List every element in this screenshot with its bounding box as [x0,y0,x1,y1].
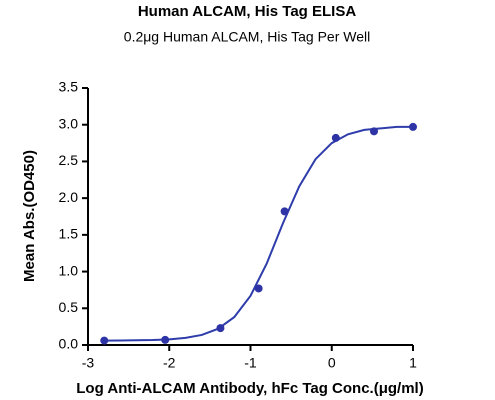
x-tick-label: -2 [163,355,176,371]
y-tick-label: 3.0 [59,115,79,131]
fit-curve [104,125,413,342]
y-tick-label: 1.0 [59,262,79,278]
y-tick-label: 2.0 [59,189,79,205]
chart-subtitle: 0.2μg Human ALCAM, His Tag Per Well [124,29,370,45]
data-point [280,207,289,216]
x-tick-label: 0 [328,355,336,371]
y-tick-label: 2.5 [59,152,79,168]
x-tick-label: 1 [409,355,417,371]
data-point [161,335,170,344]
chart-title: Human ALCAM, His Tag ELISA [138,3,357,20]
x-axis-label: Log Anti-ALCAM Antibody, hFc Tag Conc.(μ… [76,380,423,397]
data-point [100,336,109,345]
y-tick-label: 1.5 [59,226,79,242]
y-tick-label: 0.5 [59,299,79,315]
data-point [331,133,340,142]
data-point [254,284,263,293]
data-point [370,127,378,136]
data-point [409,122,417,131]
y-tick-label: 3.5 [59,79,79,95]
x-tick-label: -1 [244,355,257,371]
x-tick-label: -3 [82,355,95,371]
y-tick-label: 0.0 [59,336,79,352]
y-axis-label: Mean Abs.(OD450) [21,150,38,282]
data-point [216,324,225,333]
